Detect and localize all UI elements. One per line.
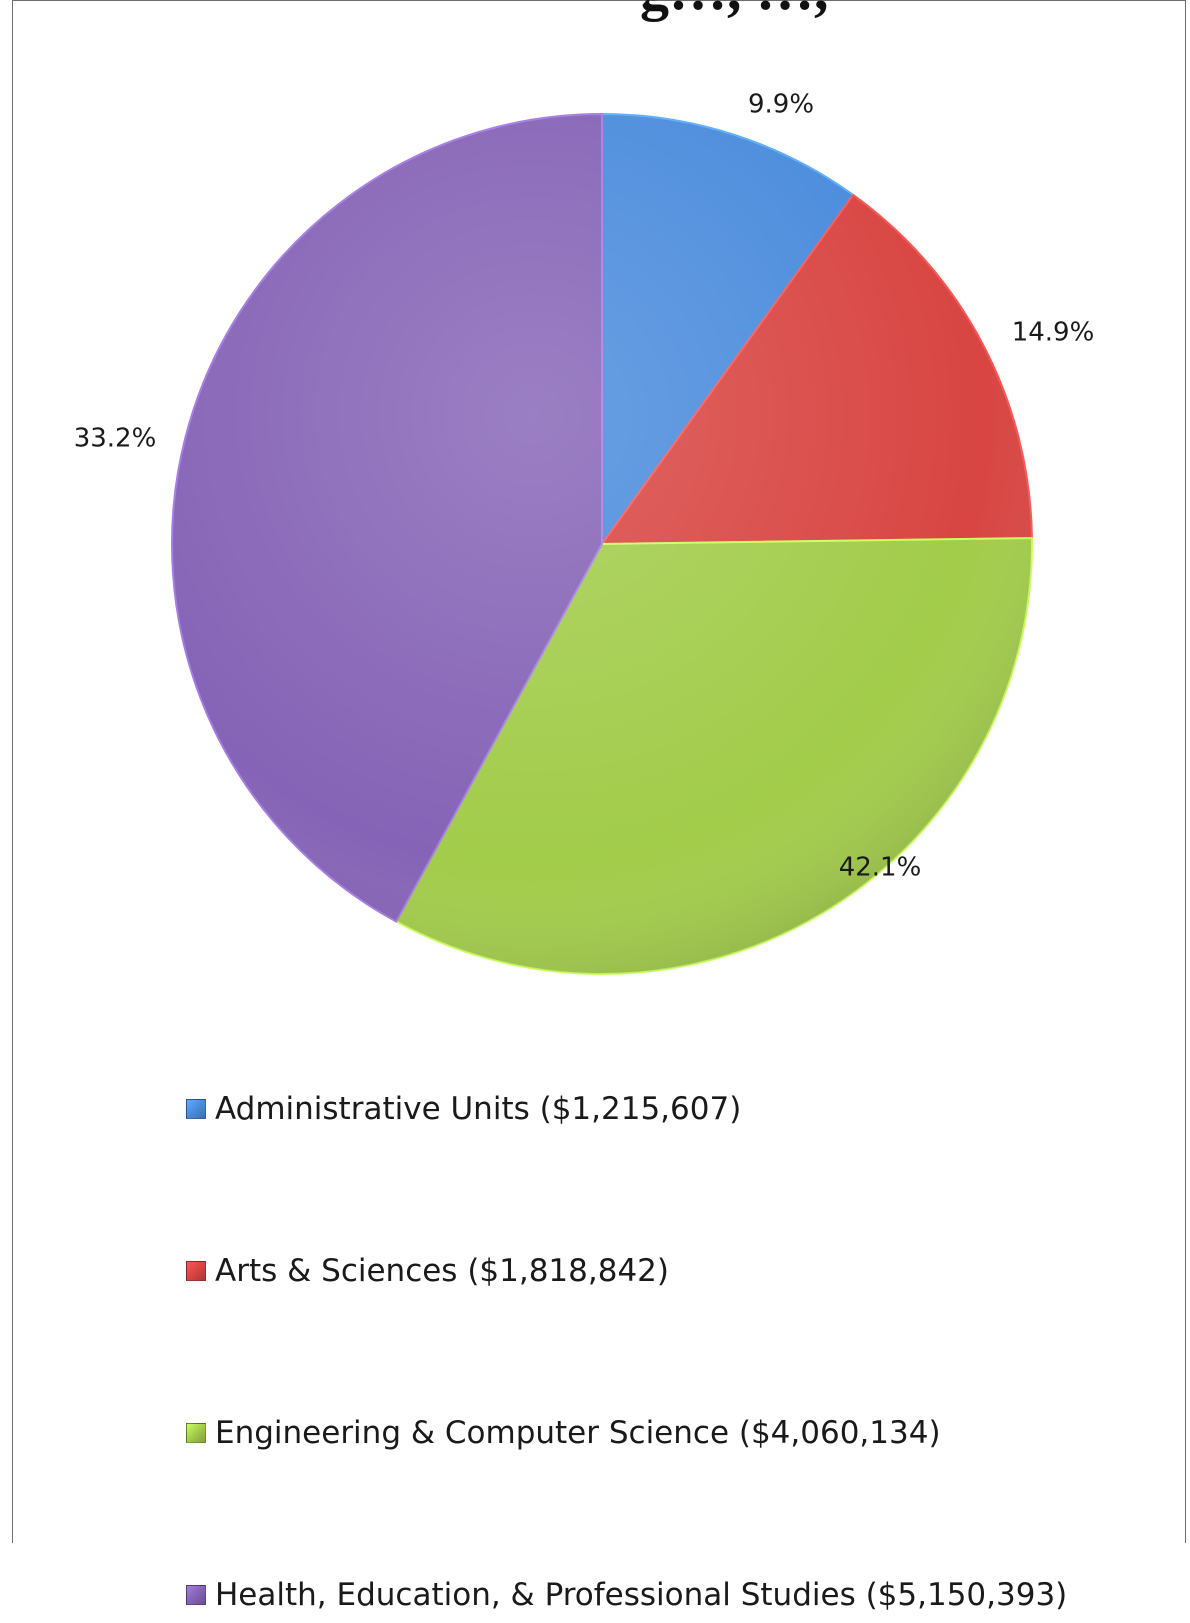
legend-item: Engineering & Computer Science ($4,060,1… [186,1405,1067,1461]
data-label-engineering: 33.2% [74,424,157,454]
legend-item: Arts & Sciences ($1,818,842) [186,1243,1067,1299]
legend-label: Engineering & Computer Science ($4,060,1… [215,1415,941,1451]
legend-swatch-arts-sciences [186,1261,206,1281]
legend-item: Administrative Units ($1,215,607) [186,1081,1067,1137]
legend-swatch-engineering [186,1423,206,1443]
legend-swatch-administrative [186,1099,206,1119]
legend-label: Arts & Sciences ($1,818,842) [215,1253,669,1289]
chart-frame [12,0,1186,1543]
chart-title-fragment: g…, …, [640,0,829,23]
data-label-arts-sciences: 14.9% [1012,318,1095,348]
legend-swatch-health-education [186,1585,206,1605]
data-label-administrative: 9.9% [748,90,814,120]
legend-item: Health, Education, & Professional Studie… [186,1567,1067,1623]
legend-label: Health, Education, & Professional Studie… [215,1577,1068,1613]
legend-label: Administrative Units ($1,215,607) [215,1091,742,1127]
data-label-health-education: 42.1% [839,853,922,883]
legend: Administrative Units ($1,215,607) Arts &… [186,1081,1067,1623]
